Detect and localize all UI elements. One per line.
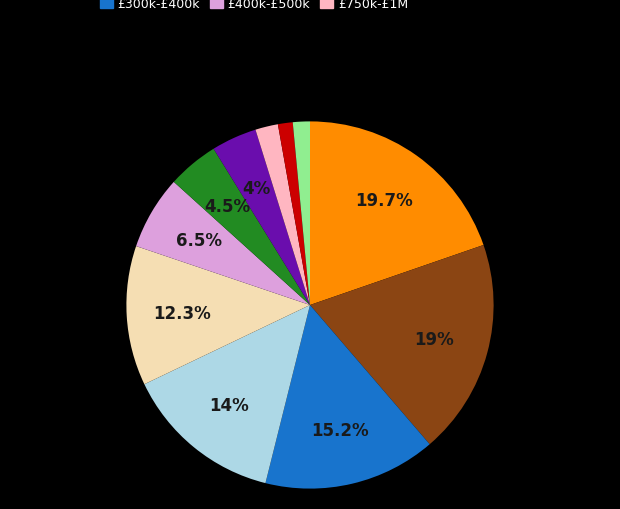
Text: 4.5%: 4.5% bbox=[205, 198, 251, 216]
Wedge shape bbox=[136, 183, 310, 305]
Text: 12.3%: 12.3% bbox=[153, 304, 211, 322]
Text: 19.7%: 19.7% bbox=[356, 192, 414, 210]
Wedge shape bbox=[255, 125, 310, 305]
Text: 15.2%: 15.2% bbox=[311, 421, 368, 439]
Wedge shape bbox=[293, 122, 310, 305]
Wedge shape bbox=[174, 150, 310, 305]
Text: 4%: 4% bbox=[242, 180, 271, 197]
Text: 14%: 14% bbox=[209, 396, 249, 414]
Wedge shape bbox=[278, 123, 310, 305]
Wedge shape bbox=[310, 122, 484, 305]
Text: 19%: 19% bbox=[414, 330, 454, 348]
Wedge shape bbox=[213, 130, 310, 305]
Wedge shape bbox=[126, 246, 310, 384]
Wedge shape bbox=[144, 305, 310, 483]
Legend: £150k-£200k, £200k-£250k, £300k-£400k, £250k-£300k, £100k-£150k, £400k-£500k, £5: £150k-£200k, £200k-£250k, £300k-£400k, £… bbox=[95, 0, 525, 16]
Wedge shape bbox=[265, 305, 430, 489]
Wedge shape bbox=[310, 245, 494, 444]
Text: 6.5%: 6.5% bbox=[176, 232, 222, 249]
